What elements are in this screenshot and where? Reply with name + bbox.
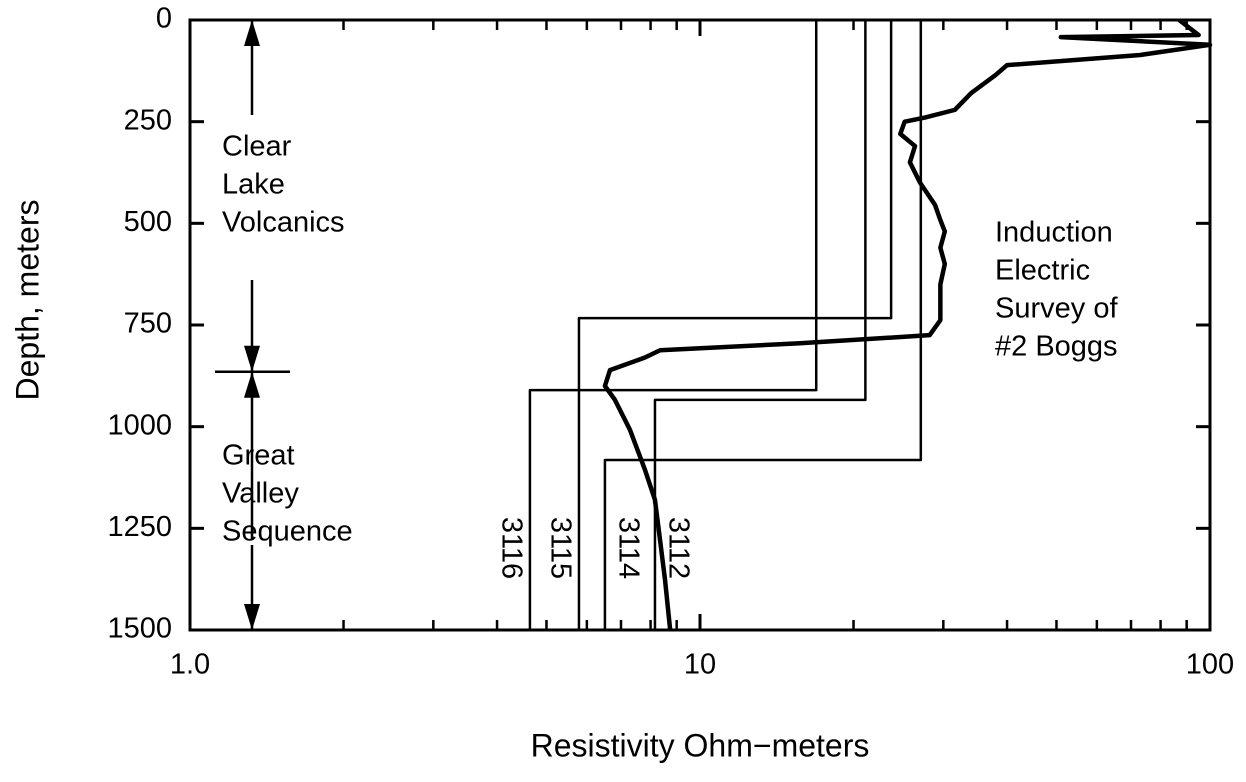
annotation: Lake [222, 169, 285, 201]
model-line [603, 20, 923, 630]
y-tick-label: 1500 [107, 613, 172, 645]
annotation: Electric [995, 255, 1090, 287]
arrow-head [244, 604, 260, 630]
y-tick-label: 250 [124, 104, 172, 136]
y-tick-label: 0 [156, 3, 172, 35]
arrow-head [244, 371, 260, 398]
model-line [577, 20, 893, 630]
annotation: Induction [995, 217, 1113, 249]
annotation: Valley [222, 478, 299, 510]
arrow-head [244, 345, 260, 372]
y-tick-label: 500 [124, 206, 172, 238]
annotation: Volcanics [222, 207, 345, 239]
annotation: Sequence [222, 516, 353, 548]
series-label: 3115 [544, 517, 576, 579]
y-axis-label: Depth, meters [9, 200, 45, 401]
annotation: Survey of [995, 293, 1118, 325]
survey-curve [602, 18, 1213, 631]
x-tick-label: 100 [1186, 649, 1234, 681]
x-tick-label: 1.0 [170, 649, 210, 681]
series-label: 3114 [612, 517, 644, 579]
arrow-head [244, 20, 260, 46]
annotation: Great [222, 440, 295, 472]
model-line [528, 20, 818, 630]
x-axis-label: Resistivity Ohm−meters [531, 727, 870, 763]
y-tick-label: 1000 [107, 409, 172, 441]
y-tick-label: 1250 [107, 511, 172, 543]
annotation: #2 Boggs [995, 331, 1118, 363]
y-tick-label: 750 [124, 308, 172, 340]
annotation: Clear [222, 131, 292, 163]
series-label: 3112 [662, 517, 694, 579]
x-tick-label: 10 [684, 649, 716, 681]
series-label: 3116 [495, 517, 527, 579]
